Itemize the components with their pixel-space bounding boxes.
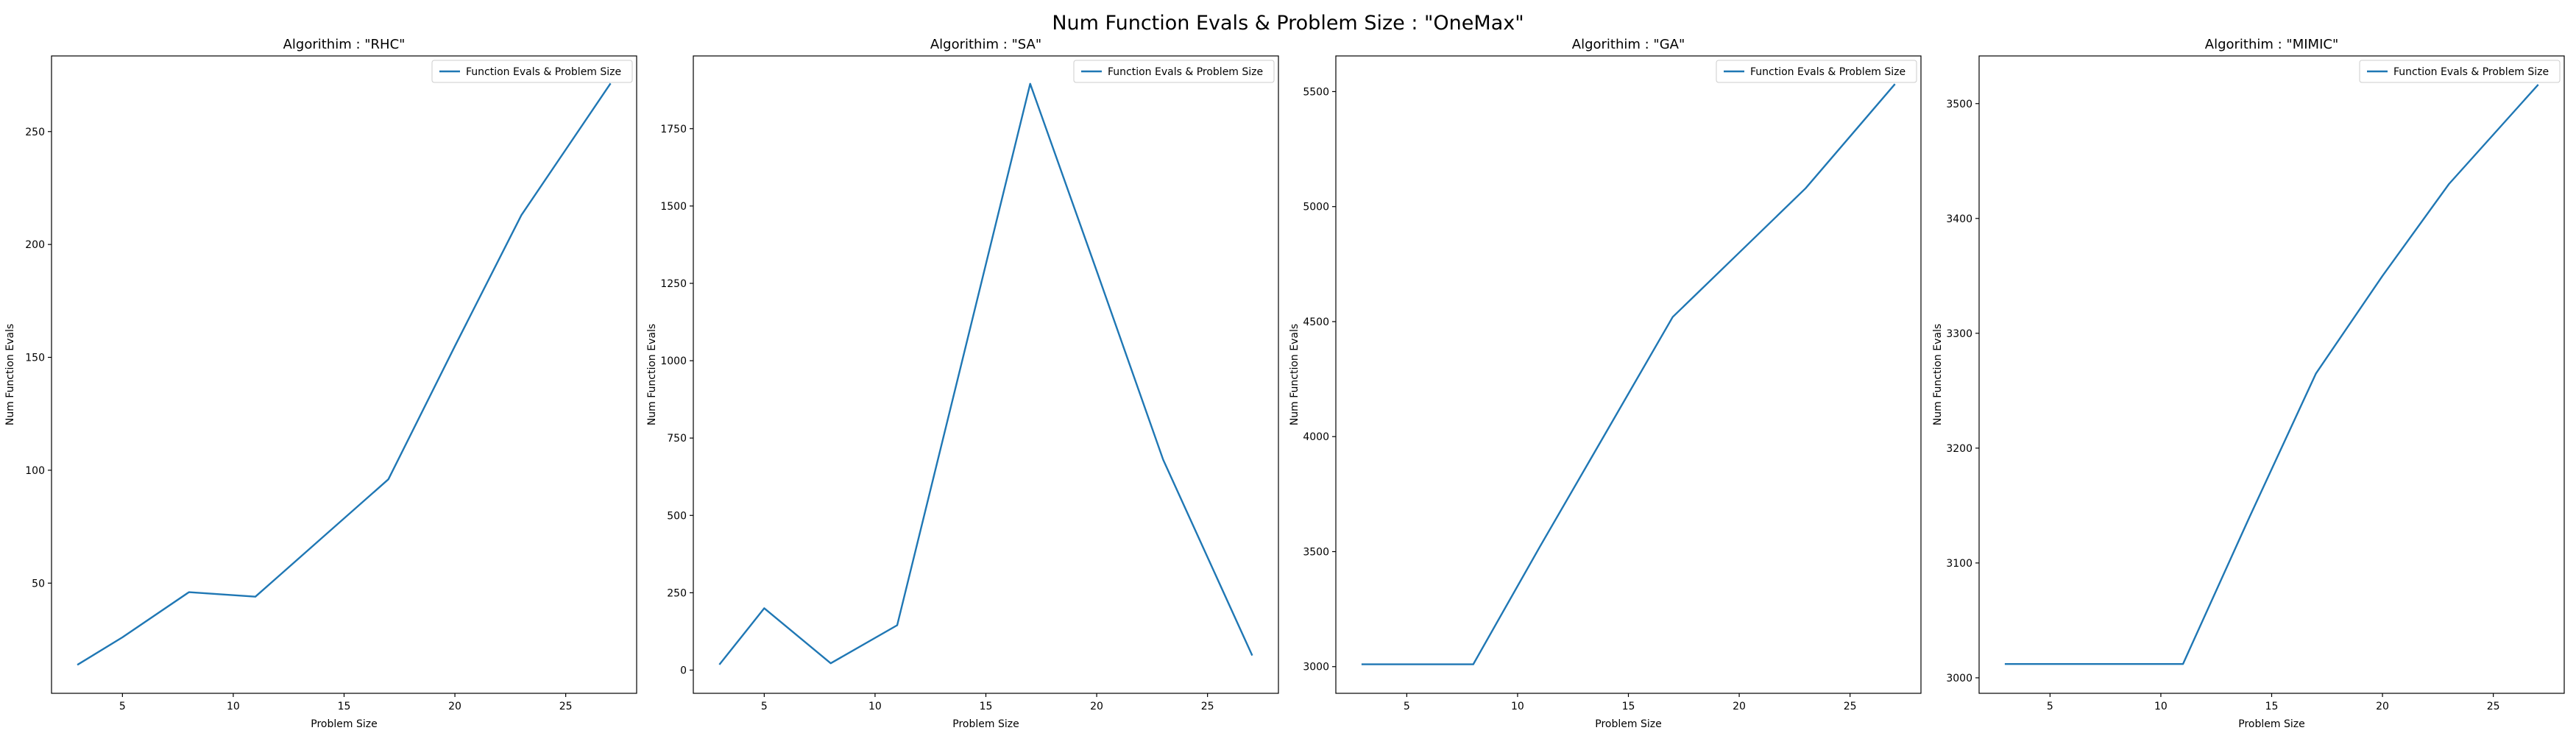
y-tick-label: 150 [25,353,45,364]
axes-frame [51,55,637,694]
y-tick-label: 750 [667,433,687,445]
y-tick-label: 3300 [1946,328,1972,340]
x-axis-label: Problem Size [1595,718,1661,730]
x-tick-label: 10 [1511,701,1524,712]
y-tick-label: 200 [25,239,45,251]
y-tick-label: 3500 [1946,99,1972,110]
x-tick-label: 10 [227,701,240,712]
y-tick-label: 1500 [660,201,687,213]
axes-title: Algorithim : "GA" [1572,37,1685,52]
legend-box [431,60,633,83]
y-tick-label: 3500 [1303,546,1329,558]
y-tick-label: 3200 [1946,443,1972,455]
x-axis-label: Problem Size [2238,718,2304,730]
y-axis-label: Num Function Evals [646,324,658,425]
x-tick-label: 5 [1404,701,1410,712]
series-line [718,82,1253,665]
x-tick-label: 5 [761,701,768,712]
legend: Function Evals & Problem Size [1073,60,1275,83]
x-tick-label: 15 [980,701,993,712]
y-tick-label: 250 [667,587,687,599]
subplot-grid: Algorithim : "RHC"5 10 15 20 255010015020025… [4,37,2565,730]
y-tick-label: 4500 [1303,316,1329,328]
y-tick-label: 250 [25,127,45,138]
legend-box [2359,60,2561,83]
y-tick-label: 500 [667,510,687,522]
axes-frame [1978,55,2565,694]
legend: Function Evals & Problem Size [431,60,633,83]
y-tick-label: 5500 [1303,86,1329,98]
y-axis-label: Num Function Evals [1932,324,1944,425]
x-tick-label: 15 [338,701,351,712]
legend-box [1716,60,1917,83]
legend: Function Evals & Problem Size [2359,60,2561,83]
y-tick-label: 5000 [1303,202,1329,213]
axes-title: Algorithim : "MIMIC" [2205,37,2338,52]
x-tick-label: 20 [1733,701,1746,712]
x-tick-label: 20 [1090,701,1103,712]
legend-label: Function Evals & Problem Size [2393,66,2549,78]
y-tick-label: 3400 [1946,213,1972,225]
x-tick-label: 15 [1622,701,1635,712]
legend-label: Function Evals & Problem Size [1108,66,1263,78]
x-tick-label: 20 [448,701,461,712]
x-axis-label: Problem Size [311,718,377,730]
y-tick-label: 1250 [660,278,687,290]
x-tick-label: 10 [868,701,882,712]
series-line [2004,84,2539,665]
axes-frame [1335,55,1922,694]
x-tick-label: 5 [2047,701,2053,712]
x-tick-label: 25 [1844,701,1857,712]
legend: Function Evals & Problem Size [1716,60,1917,83]
x-tick-label: 15 [2265,701,2279,712]
y-tick-label: 50 [32,578,45,590]
subplot-2: Algorithim : "GA" 5 10 15 20 25 3000 3500 4000 45… [1289,37,1922,730]
series-line [77,82,612,666]
subplot-0: Algorithim : "RHC" 5 10 15 20 25 50 100 150 200 25… [4,37,637,730]
subplot-3: Algorithim : "MIMIC" 5 10 15 20 25 3000 3100 320… [1932,37,2565,730]
y-tick-label: 3100 [1946,558,1972,570]
x-tick-label: 25 [559,701,573,712]
y-tick-label: 0 [680,665,687,676]
y-tick-label: 1000 [660,355,687,367]
x-tick-label: 20 [2376,701,2389,712]
figure-suptitle: Num Function Evals & Problem Size : "One… [1052,12,1524,35]
axes-title: Algorithim : "RHC" [283,37,406,52]
legend-label: Function Evals & Problem Size [1750,66,1906,78]
subplot-1: Algorithim : "SA"5 10 15 20 2502505007501000… [646,37,1279,730]
legend-box [1073,60,1275,83]
x-tick-label: 25 [1201,701,1214,712]
axes-frame [693,55,1279,694]
y-tick-label: 3000 [1946,673,1972,684]
x-axis-label: Problem Size [952,718,1019,730]
y-tick-label: 3000 [1303,662,1329,673]
y-tick-label: 4000 [1303,431,1329,443]
legend-label: Function Evals & Problem Size [466,66,621,78]
y-tick-label: 100 [25,465,45,477]
x-tick-label: 10 [2154,701,2168,712]
series-line [1361,83,1896,665]
y-axis-label: Num Function Evals [1289,324,1301,425]
y-tick-label: 1750 [660,124,687,135]
x-tick-label: 5 [119,701,126,712]
y-axis-label: Num Function Evals [4,324,16,425]
x-tick-label: 25 [2487,701,2500,712]
axes-title: Algorithim : "SA" [930,37,1041,52]
